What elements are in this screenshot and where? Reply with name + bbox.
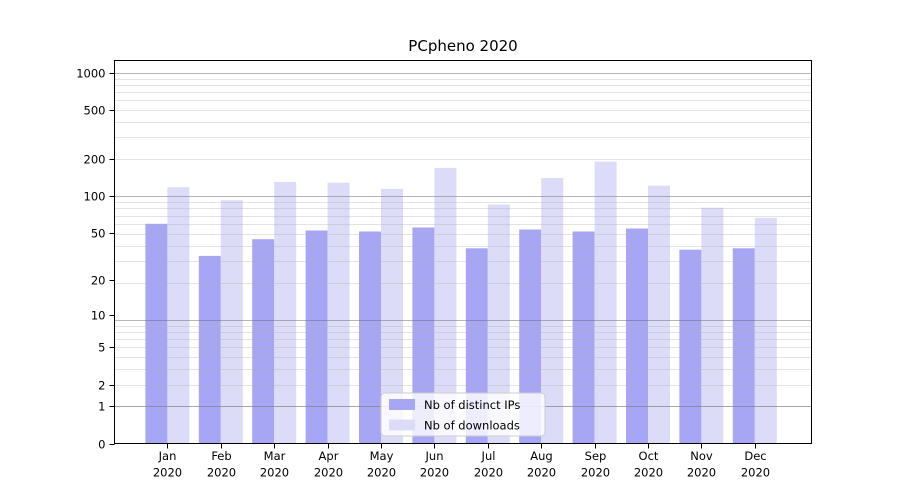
x-axis: Jan 2020 Feb 2020 Mar 2020 Apr 2020 May 2020 Jun 20…: [153, 443, 770, 480]
x-tick-label: Nov 2020: [687, 449, 716, 480]
y-tick-label: 5: [98, 341, 105, 355]
bar: [541, 178, 564, 444]
series-1: [167, 161, 777, 444]
bar: [305, 230, 328, 444]
x-tick-label: Aug 2020: [527, 449, 556, 480]
y-tick-label: 0: [98, 438, 105, 452]
bar: [198, 255, 221, 444]
grid-minor: [114, 79, 812, 407]
legend-label: Nb of downloads: [424, 419, 520, 433]
legend-label: Nb of distinct IPs: [424, 398, 520, 412]
x-tick-label: Oct 2020: [634, 449, 663, 480]
y-tick-label: 100: [84, 190, 106, 204]
bar: [274, 181, 297, 444]
bar: [519, 229, 542, 444]
legend: Nb of distinct IPs Nb of downloads: [380, 392, 546, 437]
y-tick-label: 500: [84, 104, 106, 118]
y-tick-label: 10: [91, 309, 106, 323]
bar: [679, 249, 702, 444]
bar: [572, 231, 595, 444]
bar: [145, 223, 168, 444]
y-tick-label: 200: [84, 153, 106, 167]
bar: [381, 188, 403, 444]
bar: [594, 161, 617, 444]
grid-major: [114, 73, 812, 407]
x-tick-label: Apr 2020: [314, 449, 343, 480]
bar: [359, 231, 381, 444]
plot-border: [114, 60, 812, 444]
x-tick-label: Sep 2020: [581, 449, 610, 480]
bar: [754, 217, 777, 444]
bar: [220, 200, 243, 444]
bar: [732, 248, 755, 444]
bar: [648, 185, 670, 444]
bar: [626, 228, 648, 444]
bars-layer: [145, 161, 777, 444]
y-tick-label: 2: [98, 379, 105, 393]
bar: [701, 207, 724, 444]
y-tick-label: 20: [91, 274, 106, 288]
y-tick-label: 50: [91, 227, 106, 241]
x-tick-label: May 2020: [367, 449, 396, 480]
x-tick-label: Dec 2020: [741, 449, 770, 480]
x-tick-label: Jul 2020: [474, 449, 503, 480]
x-tick-label: Jun 2020: [420, 449, 449, 480]
bar: [167, 187, 190, 444]
bar: [412, 227, 435, 444]
x-tick-label: Jan 2020: [153, 449, 182, 480]
bar: [327, 182, 350, 444]
bar: [252, 239, 275, 444]
legend-swatch: [389, 419, 415, 431]
y-tick-label: 1: [98, 400, 105, 414]
bar: [434, 167, 457, 444]
series-0: [145, 223, 755, 444]
bar: [487, 204, 510, 444]
x-tick-label: Mar 2020: [260, 449, 289, 480]
legend-swatch: [389, 399, 415, 410]
x-tick-label: Feb 2020: [207, 449, 236, 480]
legend-box: [380, 392, 546, 437]
chart-title: PCpheno 2020: [408, 37, 517, 55]
y-tick-label: 1000: [76, 67, 105, 81]
y-axis: 0 1 2 5 10 20 50 100 200 500 1000: [76, 67, 115, 452]
